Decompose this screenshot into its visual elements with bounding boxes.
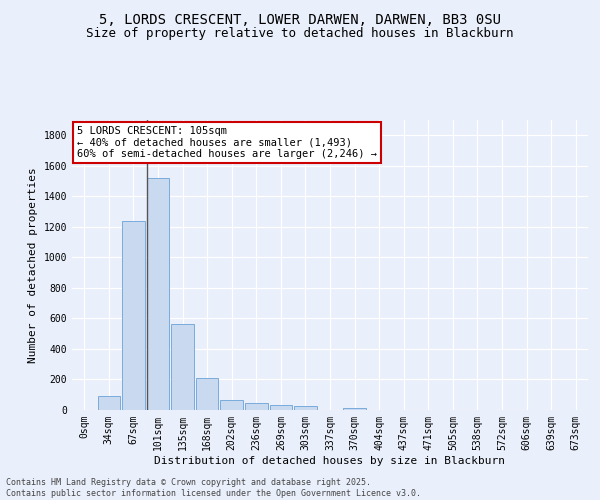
Bar <box>343 408 366 410</box>
Bar <box>171 324 194 410</box>
Text: 5, LORDS CRESCENT, LOWER DARWEN, DARWEN, BB3 0SU: 5, LORDS CRESCENT, LOWER DARWEN, DARWEN,… <box>99 12 501 26</box>
Bar <box>146 178 169 410</box>
Bar <box>245 403 268 410</box>
Y-axis label: Number of detached properties: Number of detached properties <box>28 167 38 363</box>
Bar <box>294 406 317 410</box>
Text: 5 LORDS CRESCENT: 105sqm
← 40% of detached houses are smaller (1,493)
60% of sem: 5 LORDS CRESCENT: 105sqm ← 40% of detach… <box>77 126 377 159</box>
Text: Contains HM Land Registry data © Crown copyright and database right 2025.
Contai: Contains HM Land Registry data © Crown c… <box>6 478 421 498</box>
Bar <box>269 404 292 410</box>
X-axis label: Distribution of detached houses by size in Blackburn: Distribution of detached houses by size … <box>155 456 505 466</box>
Bar <box>196 378 218 410</box>
Bar <box>220 400 243 410</box>
Text: Size of property relative to detached houses in Blackburn: Size of property relative to detached ho… <box>86 28 514 40</box>
Bar <box>98 396 120 410</box>
Bar <box>122 221 145 410</box>
